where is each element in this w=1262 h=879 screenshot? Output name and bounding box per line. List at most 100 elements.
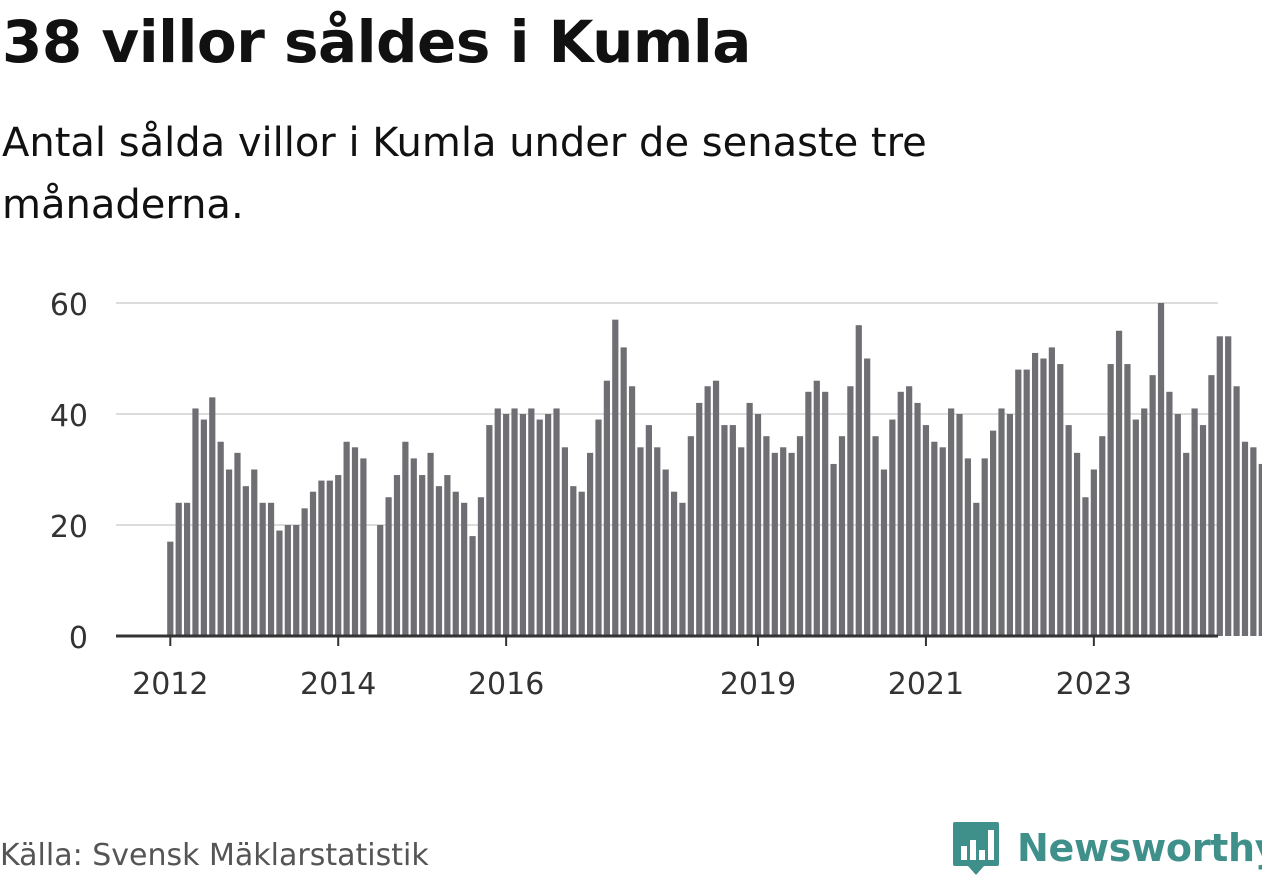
bar bbox=[183, 502, 191, 636]
bar bbox=[981, 458, 988, 636]
bar bbox=[570, 486, 577, 636]
bar bbox=[452, 491, 459, 636]
bar bbox=[351, 447, 359, 636]
bar bbox=[1157, 303, 1165, 636]
bar bbox=[1233, 386, 1240, 636]
bar bbox=[301, 508, 308, 636]
bar bbox=[1166, 391, 1173, 636]
bar bbox=[998, 408, 1005, 636]
bar bbox=[1132, 419, 1139, 636]
bar bbox=[234, 452, 241, 636]
bar bbox=[796, 436, 804, 636]
y-tick-label: 40 bbox=[50, 399, 88, 434]
bar bbox=[578, 491, 585, 636]
bar bbox=[1258, 463, 1262, 636]
y-tick-label: 20 bbox=[50, 510, 88, 545]
bar bbox=[242, 486, 249, 636]
bar bbox=[318, 480, 325, 636]
bar bbox=[360, 458, 367, 636]
brand[interactable]: Newsworthy bbox=[951, 820, 1262, 876]
bar bbox=[1099, 436, 1106, 636]
bar bbox=[880, 469, 888, 636]
bar bbox=[276, 530, 283, 636]
bar bbox=[956, 414, 963, 636]
bar bbox=[1082, 497, 1089, 636]
bar bbox=[973, 502, 980, 636]
bar bbox=[628, 386, 636, 636]
bar bbox=[679, 502, 686, 636]
bar bbox=[477, 497, 485, 636]
x-tick-label: 2023 bbox=[1056, 667, 1132, 702]
bar bbox=[1141, 408, 1148, 636]
bar bbox=[251, 469, 258, 636]
bar bbox=[293, 525, 300, 636]
bar bbox=[528, 408, 535, 636]
bar bbox=[729, 425, 736, 636]
bar bbox=[662, 469, 669, 636]
newsworthy-logo-icon bbox=[953, 822, 999, 875]
bar bbox=[1015, 369, 1022, 636]
bar bbox=[855, 325, 862, 636]
bar bbox=[343, 441, 350, 636]
bar bbox=[830, 463, 837, 636]
bar bbox=[410, 458, 417, 636]
bar bbox=[1090, 469, 1097, 636]
bar bbox=[259, 502, 266, 636]
bar bbox=[427, 452, 434, 636]
bar bbox=[914, 402, 921, 636]
bar bbox=[553, 408, 560, 636]
bar bbox=[696, 402, 703, 636]
y-tick-label: 0 bbox=[69, 621, 88, 656]
bar bbox=[326, 480, 333, 636]
bar bbox=[637, 447, 644, 636]
bar bbox=[1040, 358, 1047, 636]
bar bbox=[1073, 452, 1081, 636]
axes: 020406020122014201620192021202338 bbox=[50, 288, 1218, 702]
bar bbox=[587, 452, 594, 636]
bar bbox=[494, 408, 501, 636]
bar bbox=[435, 486, 443, 636]
bar bbox=[192, 408, 199, 636]
bar bbox=[503, 414, 510, 636]
bar bbox=[1115, 330, 1123, 636]
bar bbox=[931, 441, 938, 636]
chart-subtitle: Antal sålda villor i Kumla under de sena… bbox=[2, 120, 927, 228]
bar bbox=[1031, 352, 1039, 636]
bar bbox=[922, 425, 930, 636]
x-tick-label: 2016 bbox=[468, 667, 544, 702]
y-tick-label: 60 bbox=[50, 288, 88, 323]
bar bbox=[864, 358, 871, 636]
bar bbox=[813, 380, 820, 636]
bar bbox=[1107, 364, 1114, 636]
bar bbox=[738, 447, 745, 636]
bar bbox=[419, 475, 426, 636]
bar bbox=[167, 541, 174, 636]
bar bbox=[1241, 441, 1249, 636]
bar bbox=[519, 414, 527, 636]
bar bbox=[284, 525, 291, 636]
bar bbox=[1023, 369, 1030, 636]
bar bbox=[175, 502, 182, 636]
bars bbox=[167, 303, 1262, 636]
x-tick-label: 2014 bbox=[300, 667, 376, 702]
bar bbox=[603, 380, 610, 636]
x-tick-label: 2019 bbox=[720, 667, 796, 702]
bar bbox=[645, 425, 652, 636]
bar bbox=[1216, 336, 1223, 636]
bar bbox=[906, 386, 913, 636]
source-note: Källa: Svensk Mäklarstatistik bbox=[0, 838, 429, 873]
bar bbox=[335, 475, 342, 636]
bar bbox=[1057, 364, 1064, 636]
bar bbox=[620, 347, 627, 636]
bar bbox=[444, 475, 451, 636]
bar bbox=[847, 386, 854, 636]
bar bbox=[763, 436, 770, 636]
bar bbox=[1208, 375, 1215, 636]
bar bbox=[889, 419, 896, 636]
bar bbox=[712, 380, 720, 636]
bar bbox=[545, 414, 552, 636]
bar bbox=[1006, 414, 1013, 636]
bar bbox=[771, 452, 778, 636]
bar bbox=[469, 536, 476, 636]
bar bbox=[704, 386, 711, 636]
